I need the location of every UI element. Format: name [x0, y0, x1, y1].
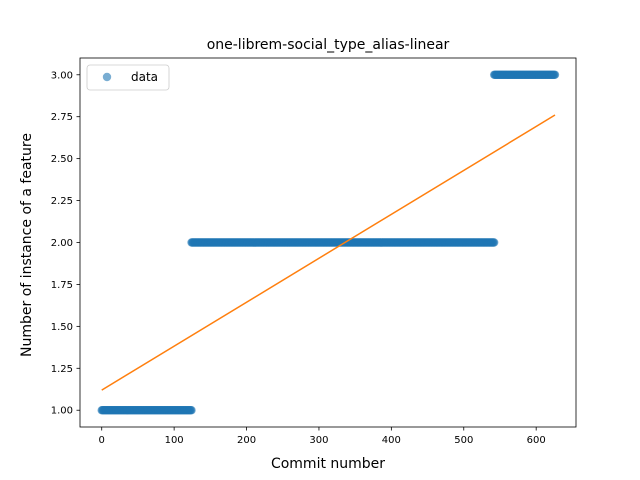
x-tick-label: 100: [165, 435, 184, 446]
fit-line: [101, 114, 556, 391]
data-points: [97, 70, 560, 415]
axes: 0 100 200 300 400 500 600 1.00 1.25 1.50 1.75 2.00 2…: [51, 57, 577, 446]
legend: data: [86, 64, 170, 91]
legend-box: [86, 64, 170, 91]
y-tick-label: 2.25: [51, 196, 73, 207]
y-tick-label: 2.00: [51, 238, 73, 249]
data-point: [187, 406, 196, 415]
legend-marker: [102, 72, 112, 82]
data-point: [550, 70, 560, 79]
y-tick-label: 1.25: [51, 364, 73, 375]
x-tick-label: 0: [99, 435, 105, 446]
x-tick-label: 200: [237, 435, 256, 446]
plot-area: [97, 70, 560, 415]
y-tick-label: 2.50: [51, 154, 73, 165]
y-axis-label: Number of instance of a feature: [19, 133, 35, 357]
y-tick-label: 1.00: [51, 406, 73, 417]
chart-title: one-librem-social_type_alias-linear: [207, 37, 450, 53]
x-tick-label: 300: [309, 435, 328, 446]
y-tick-label: 1.50: [51, 322, 73, 333]
x-tick-label: 600: [527, 435, 546, 446]
x-tick-label: 500: [454, 435, 473, 446]
x-axis-label: Commit number: [271, 456, 385, 472]
legend-label: data: [131, 70, 158, 84]
x-tick-label: 400: [382, 435, 401, 446]
data-point: [489, 238, 499, 247]
y-tick-label: 1.75: [51, 280, 73, 291]
y-tick-label: 3.00: [51, 70, 73, 81]
y-tick-label: 2.75: [51, 112, 73, 123]
